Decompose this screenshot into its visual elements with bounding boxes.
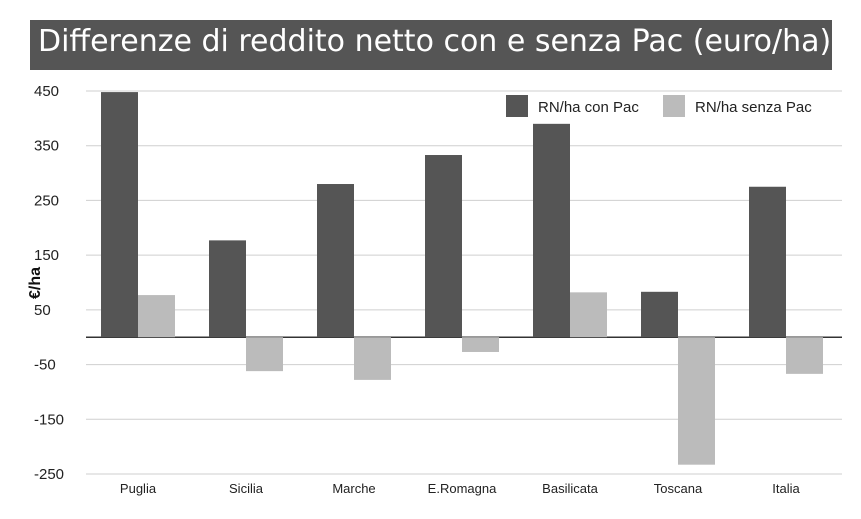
- bar-con-pac: [209, 240, 246, 338]
- x-category-label: Sicilia: [229, 481, 264, 496]
- legend-label: RN/ha senza Pac: [695, 99, 812, 116]
- y-tick-label: -50: [34, 357, 56, 374]
- chart-title: Differenze di reddito netto con e senza …: [38, 24, 832, 59]
- x-category-label: Toscana: [654, 481, 703, 496]
- x-category-label: E.Romagna: [428, 481, 497, 496]
- bar-senza-pac: [138, 295, 175, 338]
- y-tick-label: 50: [34, 302, 51, 319]
- legend-swatch: [663, 95, 685, 117]
- y-tick-label: 250: [34, 192, 59, 209]
- x-category-label: Basilicata: [542, 481, 598, 496]
- y-tick-label: 350: [34, 138, 59, 155]
- x-category-label: Marche: [332, 481, 375, 496]
- x-category-label: Italia: [772, 481, 800, 496]
- y-tick-label: 150: [34, 247, 59, 264]
- chart-title-bar: Differenze di reddito netto con e senza …: [30, 20, 832, 70]
- legend-label: RN/ha con Pac: [538, 99, 639, 116]
- y-tick-label: -150: [34, 411, 64, 428]
- bar-con-pac: [533, 123, 570, 338]
- y-tick-label: -250: [34, 466, 64, 483]
- bar-senza-pac: [246, 337, 283, 372]
- bar-con-pac: [641, 291, 678, 338]
- bar-senza-pac: [678, 337, 715, 465]
- legend-swatch: [506, 95, 528, 117]
- bar-senza-pac: [570, 292, 607, 338]
- bar-con-pac: [101, 92, 138, 338]
- bar-con-pac: [425, 155, 462, 338]
- bar-senza-pac: [462, 337, 499, 352]
- bar-con-pac: [749, 186, 786, 338]
- bar-senza-pac: [354, 337, 391, 380]
- bar-senza-pac: [786, 337, 823, 374]
- x-category-label: Puglia: [120, 481, 157, 496]
- y-axis-label: €/ha: [27, 267, 44, 299]
- bar-con-pac: [317, 184, 354, 338]
- y-tick-label: 450: [34, 83, 59, 100]
